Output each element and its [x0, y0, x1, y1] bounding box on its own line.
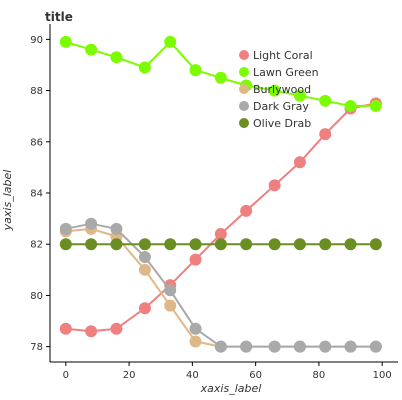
x-tick-label: 20: [123, 370, 136, 381]
data-point: [319, 238, 332, 251]
y-tick-label: 90: [30, 35, 43, 46]
data-point: [164, 299, 177, 312]
legend-label: Burlywood: [253, 83, 311, 96]
data-point: [138, 302, 151, 315]
data-point: [85, 325, 98, 338]
legend-marker: [239, 84, 249, 94]
data-point: [319, 340, 332, 353]
data-point: [85, 238, 98, 251]
y-tick-label: 84: [30, 189, 43, 200]
data-point: [369, 238, 382, 251]
series-olive-drab: [59, 238, 382, 251]
data-point: [164, 35, 177, 48]
y-tick-label: 78: [30, 342, 43, 353]
legend-marker: [239, 67, 249, 77]
series-dark-gray: [59, 217, 382, 353]
data-point: [214, 71, 227, 84]
data-point: [138, 61, 151, 74]
data-point: [85, 217, 98, 230]
data-point: [189, 64, 202, 77]
data-point: [268, 179, 281, 192]
chart-title: title: [45, 10, 73, 24]
y-tick-label: 82: [30, 240, 43, 251]
data-point: [369, 99, 382, 112]
data-point: [268, 84, 281, 97]
legend-label: Lawn Green: [253, 66, 319, 79]
data-point: [110, 238, 123, 251]
data-point: [189, 253, 202, 266]
series-lawn-green: [59, 35, 382, 112]
data-point: [293, 89, 306, 102]
data-point: [344, 340, 357, 353]
data-point: [85, 43, 98, 56]
data-point: [59, 322, 72, 335]
data-point: [59, 238, 72, 251]
data-point: [214, 238, 227, 251]
y-tick-label: 86: [30, 137, 43, 148]
legend-label: Dark Gray: [253, 100, 309, 113]
data-point: [240, 204, 253, 217]
data-point: [164, 238, 177, 251]
data-point: [110, 51, 123, 64]
data-point: [138, 238, 151, 251]
data-point: [110, 222, 123, 235]
legend-label: Olive Drab: [253, 117, 311, 130]
data-point: [293, 238, 306, 251]
x-tick-label: 40: [186, 370, 199, 381]
data-point: [268, 340, 281, 353]
data-point: [59, 222, 72, 235]
data-point: [319, 128, 332, 141]
axes: 78 80 82 84 86 88 90 0 20 40 60 80 100: [30, 24, 398, 381]
legend-marker: [239, 50, 249, 60]
data-point: [240, 340, 253, 353]
data-point: [319, 94, 332, 107]
data-point: [214, 340, 227, 353]
data-point: [240, 238, 253, 251]
data-point: [293, 156, 306, 169]
data-point: [344, 99, 357, 112]
series-light-coral: [59, 97, 382, 338]
data-point: [164, 284, 177, 297]
x-tick-label: 80: [313, 370, 326, 381]
data-point: [369, 340, 382, 353]
data-point: [268, 238, 281, 251]
x-tick-label: 0: [63, 370, 69, 381]
x-axis-title: xaxis_label: [200, 382, 262, 395]
data-point: [59, 35, 72, 48]
data-point: [189, 238, 202, 251]
legend: Light Coral Lawn Green Burlywood Dark Gray O…: [239, 49, 319, 130]
x-tick-label: 60: [249, 370, 262, 381]
series-layer: [59, 35, 382, 353]
data-point: [214, 227, 227, 240]
data-point: [138, 263, 151, 276]
data-point: [344, 238, 357, 251]
x-tick-label: 100: [373, 370, 392, 381]
legend-label: Light Coral: [253, 49, 313, 62]
y-axis-title: yaxis_label: [1, 170, 14, 232]
y-tick-label: 88: [30, 86, 43, 97]
data-point: [189, 335, 202, 348]
data-point: [138, 251, 151, 264]
data-point: [189, 322, 202, 335]
legend-marker: [239, 101, 249, 111]
legend-marker: [239, 118, 249, 128]
data-point: [293, 340, 306, 353]
data-point: [110, 322, 123, 335]
y-tick-label: 80: [30, 291, 43, 302]
